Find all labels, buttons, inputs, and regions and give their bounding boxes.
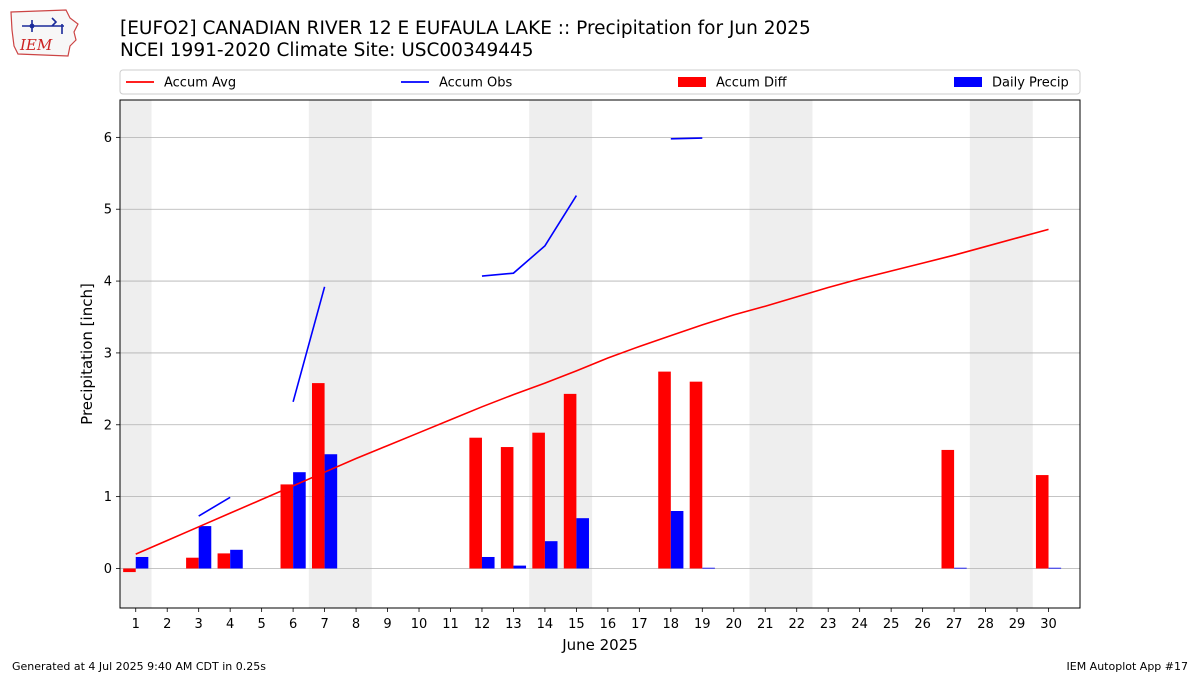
daily-precip-bar (513, 565, 527, 569)
x-tick-label: 30 (1040, 617, 1057, 632)
chart-title: [EUFO2] CANADIAN RIVER 12 E EUFAULA LAKE… (120, 18, 811, 39)
footer-app-text: IEM Autoplot App #17 (1066, 660, 1189, 673)
accum-obs-line (481, 195, 578, 277)
daily-precip-bar (198, 526, 212, 569)
x-tick-label: 25 (883, 617, 900, 632)
accum-diff-bar (658, 371, 671, 569)
daily-precip-bar (702, 567, 715, 569)
x-tick-label: 29 (1009, 617, 1026, 632)
daily-precip-bar (481, 556, 495, 569)
logo-text: IEM (19, 36, 53, 54)
x-axis-ticks: 1 2 3 4 5 6 7 8 9 10 11 12 13 14 15 16 17 18 19 20 21 22 23 24 2… (132, 608, 1057, 632)
legend-label-daily: Daily Precip (992, 76, 1069, 91)
daily-precip-bar (670, 510, 684, 569)
x-tick-label: 8 (352, 617, 360, 632)
y-tick-label: 2 (104, 418, 112, 433)
daily-precip-bar (293, 472, 306, 569)
daily-precip-bar (324, 454, 338, 569)
chart-subtitle: NCEI 1991-2020 Climate Site: USC00349445 (120, 40, 534, 61)
legend-label-avg: Accum Avg (164, 76, 236, 91)
weekend-shading (120, 100, 1033, 608)
accum-obs-line (670, 137, 703, 140)
daily-precip-bar (1048, 567, 1062, 569)
x-tick-label: 4 (226, 617, 234, 632)
plot-area-frame (119, 99, 1081, 609)
x-tick-label: 26 (914, 617, 931, 632)
accum-diff-bar (123, 568, 136, 573)
legend-box (119, 69, 1081, 95)
lines (135, 137, 1049, 555)
y-tick-label: 0 (104, 562, 112, 577)
footer-generated-text: Generated at 4 Jul 2025 9:40 AM CDT in 0… (12, 660, 266, 673)
x-tick-label: 13 (505, 617, 522, 632)
x-tick-label: 16 (600, 617, 617, 632)
accum-diff-bar (312, 383, 325, 569)
accum-diff-bar (280, 484, 294, 569)
x-tick-label: 6 (289, 617, 297, 632)
daily-precip-bar (135, 556, 149, 569)
x-tick-label: 28 (977, 617, 994, 632)
x-tick-label: 11 (442, 617, 459, 632)
y-tick-label: 3 (104, 346, 112, 361)
x-tick-label: 1 (132, 617, 140, 632)
accum-diff-bar (1035, 475, 1049, 569)
legend-swatch-daily (954, 77, 982, 87)
x-axis-label: June 2025 (561, 636, 638, 654)
state-outline-icon (10, 9, 79, 57)
accum-diff-bar (563, 393, 577, 569)
grid-lines (120, 136, 1080, 569)
accum-diff-bar (217, 553, 231, 569)
x-tick-label: 3 (195, 617, 203, 632)
weekend-band (749, 100, 813, 608)
bars (123, 371, 1062, 573)
legend: Accum Avg Accum Obs Accum Diff Daily Precip (119, 69, 1081, 95)
accum-avg-line (135, 228, 1049, 555)
y-tick-label: 6 (104, 131, 112, 146)
x-tick-label: 19 (694, 617, 711, 632)
x-tick-label: 23 (820, 617, 837, 632)
y-tick-label: 1 (104, 490, 112, 505)
station-dot-icon (29, 23, 35, 29)
daily-precip-bar (954, 567, 967, 569)
x-tick-label: 5 (257, 617, 265, 632)
iem-logo: IEM (10, 9, 79, 57)
accum-diff-bar (186, 557, 199, 569)
accum-diff-bar (689, 381, 703, 569)
x-tick-label: 20 (725, 617, 742, 632)
weekend-band (969, 100, 1033, 608)
x-tick-label: 18 (663, 617, 680, 632)
daily-precip-bar (544, 541, 558, 569)
accum-diff-bar (941, 449, 955, 569)
daily-precip-bar (230, 549, 243, 569)
weekend-band (308, 100, 372, 608)
x-tick-label: 10 (411, 617, 428, 632)
x-tick-label: 7 (320, 617, 328, 632)
legend-label-diff: Accum Diff (716, 76, 788, 91)
accum-diff-bar (469, 437, 482, 569)
x-tick-label: 21 (757, 617, 774, 632)
x-tick-label: 14 (537, 617, 554, 632)
y-axis-label: Precipitation [inch] (78, 283, 96, 425)
weekend-band (120, 100, 152, 608)
x-tick-label: 22 (788, 617, 805, 632)
weekend-band (529, 100, 593, 608)
y-tick-label: 4 (104, 275, 112, 290)
x-tick-label: 15 (568, 617, 585, 632)
x-tick-label: 27 (946, 617, 963, 632)
daily-precip-bar (576, 518, 589, 569)
x-tick-label: 9 (383, 617, 391, 632)
legend-swatch-diff (678, 77, 706, 87)
x-tick-label: 2 (163, 617, 171, 632)
y-tick-label: 5 (104, 203, 112, 218)
x-tick-label: 12 (474, 617, 491, 632)
y-axis-ticks: 0 1 2 3 4 5 6 (104, 131, 120, 577)
legend-label-obs: Accum Obs (439, 76, 512, 91)
accum-obs-line (292, 286, 326, 402)
x-tick-label: 24 (851, 617, 868, 632)
accum-diff-bar (500, 447, 514, 569)
accum-obs-line (198, 496, 231, 517)
accum-diff-bar (532, 432, 545, 569)
x-tick-label: 17 (631, 617, 648, 632)
